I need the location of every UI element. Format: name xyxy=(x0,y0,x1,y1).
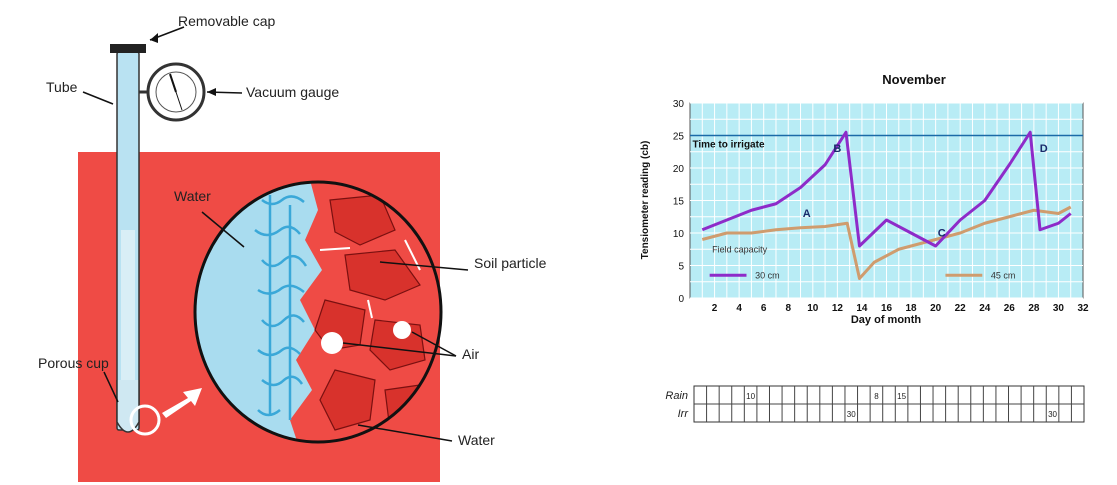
series-line-45-cm xyxy=(701,205,1072,280)
point-label: A xyxy=(803,208,811,220)
x-tick-label: 18 xyxy=(906,303,918,314)
legend-label: 30 cm xyxy=(755,270,780,280)
label-vacuum-gauge: Vacuum gauge xyxy=(246,84,340,100)
y-tick-label: 30 xyxy=(673,99,685,110)
x-tick-label: 4 xyxy=(736,303,742,314)
x-tick-label: 32 xyxy=(1077,303,1089,314)
x-tick-label: 16 xyxy=(881,303,893,314)
point-label: D xyxy=(1040,143,1048,155)
x-axis-ticks: 2 4 6 8 10 12 14 16 18 20 22 24 26 28 30 32 xyxy=(712,303,1089,314)
porous-cup xyxy=(116,380,140,433)
magnified-soil-view xyxy=(195,182,441,442)
table-cell-value: 8 xyxy=(874,392,879,401)
label-removable-cap: Removable cap xyxy=(178,13,276,29)
point-label: B xyxy=(833,143,841,155)
x-tick-label: 8 xyxy=(785,303,791,314)
x-tick-label: 26 xyxy=(1004,303,1016,314)
tensiometer-chart: November 2 4 6 8 10 12 14 16 18 20 22 24 26 28 30 32 05… xyxy=(640,72,1089,326)
x-tick-label: 30 xyxy=(1053,303,1065,314)
x-axis-label: Day of month xyxy=(851,314,922,326)
air-bubble xyxy=(321,332,343,354)
x-tick-label: 10 xyxy=(807,303,819,314)
x-tick-label: 28 xyxy=(1028,303,1040,314)
y-axis-label: Tensiometer reading (cb) xyxy=(640,141,651,260)
x-tick-label: 12 xyxy=(832,303,844,314)
label-soil-particle: Soil particle xyxy=(474,255,547,271)
x-tick-label: 2 xyxy=(712,303,718,314)
table-row-label: Irr xyxy=(678,408,690,420)
table-row-label: Rain xyxy=(665,390,688,402)
chart-title: November xyxy=(882,72,946,87)
table-cell-value: 30 xyxy=(1048,410,1057,419)
removable-cap xyxy=(110,44,146,53)
label-tube: Tube xyxy=(46,79,78,95)
y-tick-label: 25 xyxy=(673,132,685,143)
y-tick-label: 0 xyxy=(678,294,684,305)
point-label: C xyxy=(938,227,946,239)
y-tick-label: 15 xyxy=(673,197,685,208)
y-axis-ticks: 0 5 10 15 20 25 30 xyxy=(673,99,685,305)
y-tick-label: 5 xyxy=(678,262,684,273)
threshold-label: Time to irrigate xyxy=(692,140,764,151)
x-tick-label: 22 xyxy=(955,303,967,314)
table-cell-value: 30 xyxy=(847,410,856,419)
series-line-30-cm xyxy=(701,130,1072,248)
x-tick-label: 24 xyxy=(979,303,991,314)
arrow-to-magnified xyxy=(162,388,202,418)
label-water-top: Water xyxy=(174,188,211,204)
x-tick-label: 6 xyxy=(761,303,767,314)
table-cell-value: 10 xyxy=(746,392,755,401)
field-capacity-label: Field capacity xyxy=(712,245,768,255)
y-tick-label: 20 xyxy=(673,164,685,175)
table-cell-value: 15 xyxy=(897,392,906,401)
x-tick-label: 20 xyxy=(930,303,942,314)
label-water-bottom: Water xyxy=(458,432,495,448)
y-tick-label: 10 xyxy=(673,229,685,240)
tensiometer-diagram xyxy=(78,26,469,482)
label-air: Air xyxy=(462,346,480,362)
x-tick-label: 14 xyxy=(856,303,868,314)
legend-label: 45 cm xyxy=(991,270,1016,280)
label-porous-cup: Porous cup xyxy=(38,355,109,371)
rain-irrigation-table: Rain 10 8 15 Irr 30 30 xyxy=(665,385,1085,423)
air-bubble xyxy=(393,321,411,339)
